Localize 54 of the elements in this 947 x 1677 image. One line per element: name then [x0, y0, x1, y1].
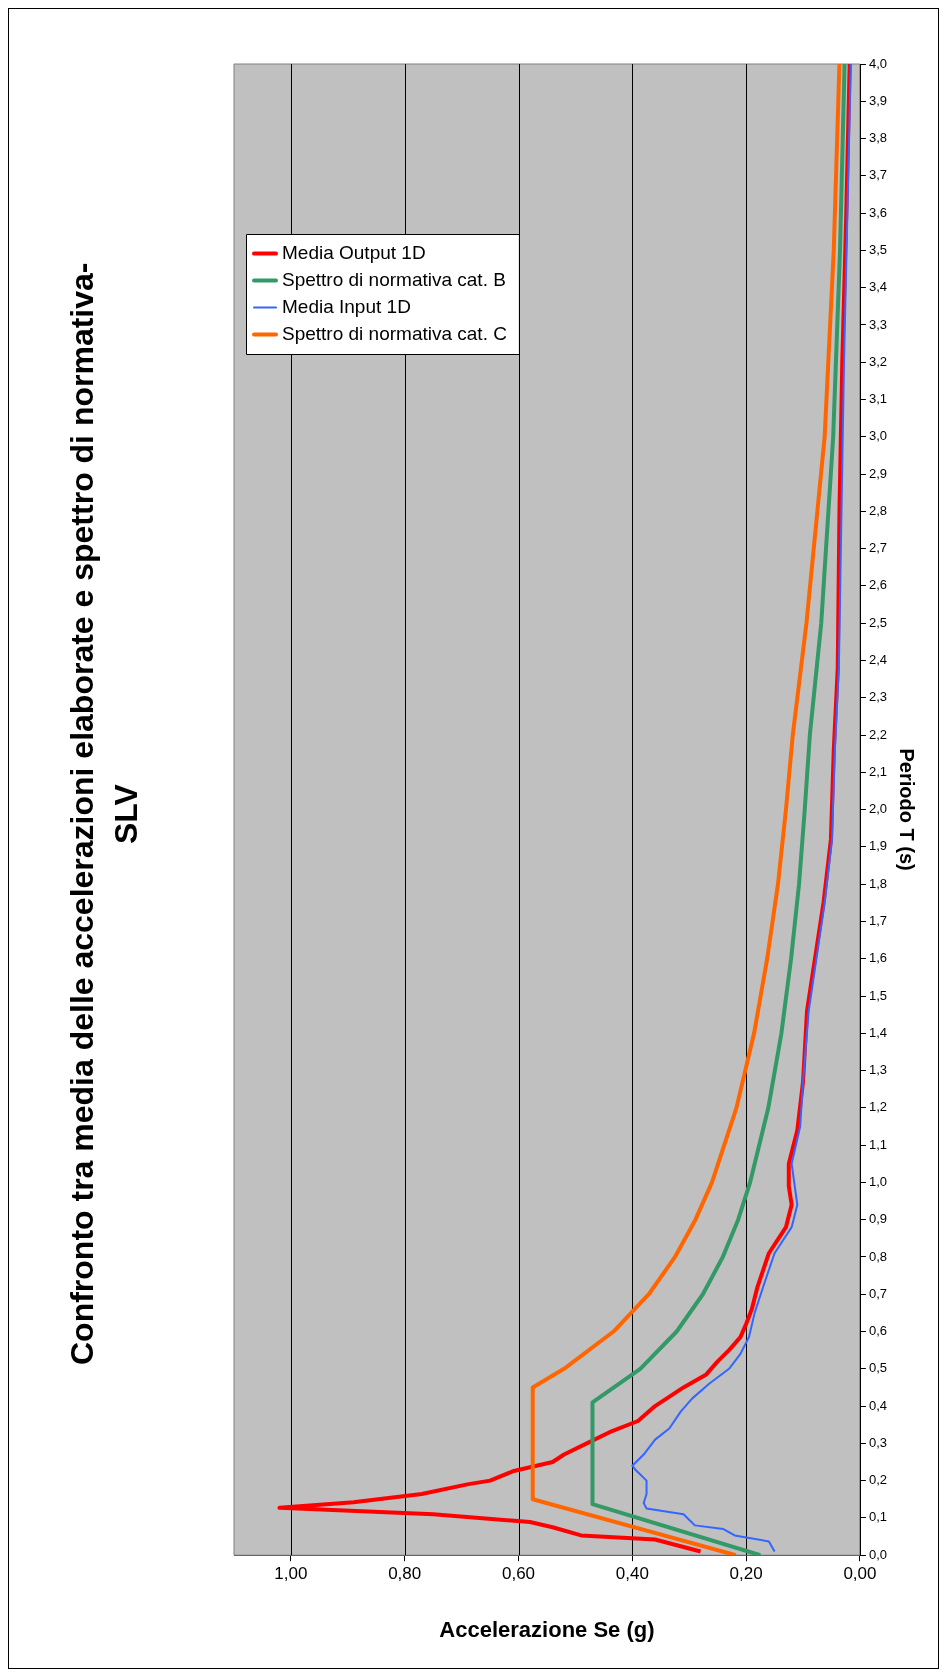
y-tick-label: 3,9: [868, 92, 888, 108]
y-tick-label: 3,8: [868, 130, 888, 146]
x-tick-label: 0,40: [615, 1564, 649, 1584]
y-tick-label: 1,9: [868, 838, 888, 854]
y-tick-label: 1,3: [868, 1062, 888, 1078]
y-tick-label: 0,3: [868, 1434, 888, 1450]
y-tick-label: 1,0: [868, 1173, 888, 1189]
y-tick-label: 2,4: [868, 652, 888, 668]
y-tick-label: 1,6: [868, 950, 888, 966]
x-tick-label: 0,80: [388, 1564, 422, 1584]
y-tick-label: 1,1: [868, 1136, 888, 1152]
legend-label: Media Output 1D: [282, 241, 426, 263]
y-tick-label: 3,3: [868, 316, 888, 332]
y-tick-label: 0,6: [868, 1323, 888, 1339]
y-tick-label: 4,0: [868, 55, 888, 71]
y-tick-label: 0,2: [868, 1472, 888, 1488]
y-tick-label: 0,9: [868, 1211, 888, 1227]
y-tick-label: 3,1: [868, 391, 888, 407]
legend-label: Spettro di normativa cat. B: [282, 268, 506, 290]
text: Confronto tra media delle accelerazioni elaborate e spettro di normativa- SLV: [63, 261, 145, 1368]
y-tick-label: 2,3: [868, 689, 888, 705]
y-tick-label: 1,5: [868, 987, 888, 1003]
y-tick-label: 3,2: [868, 353, 888, 369]
legend-label: Media Input 1D: [282, 295, 411, 317]
y-tick-label: 0,1: [868, 1509, 888, 1525]
y-tick-label: 3,0: [868, 428, 888, 444]
y-tick-label: 2,7: [868, 540, 888, 556]
y-tick-label: 2,6: [868, 577, 888, 593]
y-tick-label: 0,4: [868, 1397, 888, 1413]
y-tick-label: 1,8: [868, 875, 888, 891]
y-tick-label: 3,4: [868, 279, 888, 295]
y-tick-label: 2,1: [868, 763, 888, 779]
y-tick-label: 0,8: [868, 1248, 888, 1264]
legend-label: Spettro di normativa cat. C: [282, 322, 507, 344]
y-tick-label: 2,2: [868, 726, 888, 742]
x-tick-label: 0,00: [843, 1564, 877, 1584]
x-tick-label: 0,60: [501, 1564, 536, 1584]
y-tick-label: 0,7: [868, 1285, 888, 1301]
y-tick-label: 3,6: [868, 204, 888, 220]
y-tick-label: 0,5: [868, 1360, 888, 1376]
x-tick-label: 0,20: [729, 1564, 763, 1584]
y-axis-title: Periodo T (s): [896, 748, 919, 871]
y-tick-label: 0,0: [868, 1546, 888, 1562]
x-axis-title: Accelerazione Se (g): [439, 1616, 655, 1642]
y-tick-label: 1,7: [868, 913, 888, 929]
y-tick-label: 2,9: [868, 465, 888, 481]
y-tick-label: 2,0: [868, 801, 888, 817]
y-tick-label: 1,2: [868, 1099, 888, 1115]
y-tick-label: 2,5: [868, 614, 888, 630]
y-tick-label: 1,4: [868, 1024, 888, 1040]
y-tick-label: 3,5: [868, 241, 888, 257]
y-tick-label: 3,7: [868, 167, 888, 183]
y-tick-label: 2,8: [868, 502, 888, 518]
x-tick-label: 1,00: [274, 1564, 308, 1584]
